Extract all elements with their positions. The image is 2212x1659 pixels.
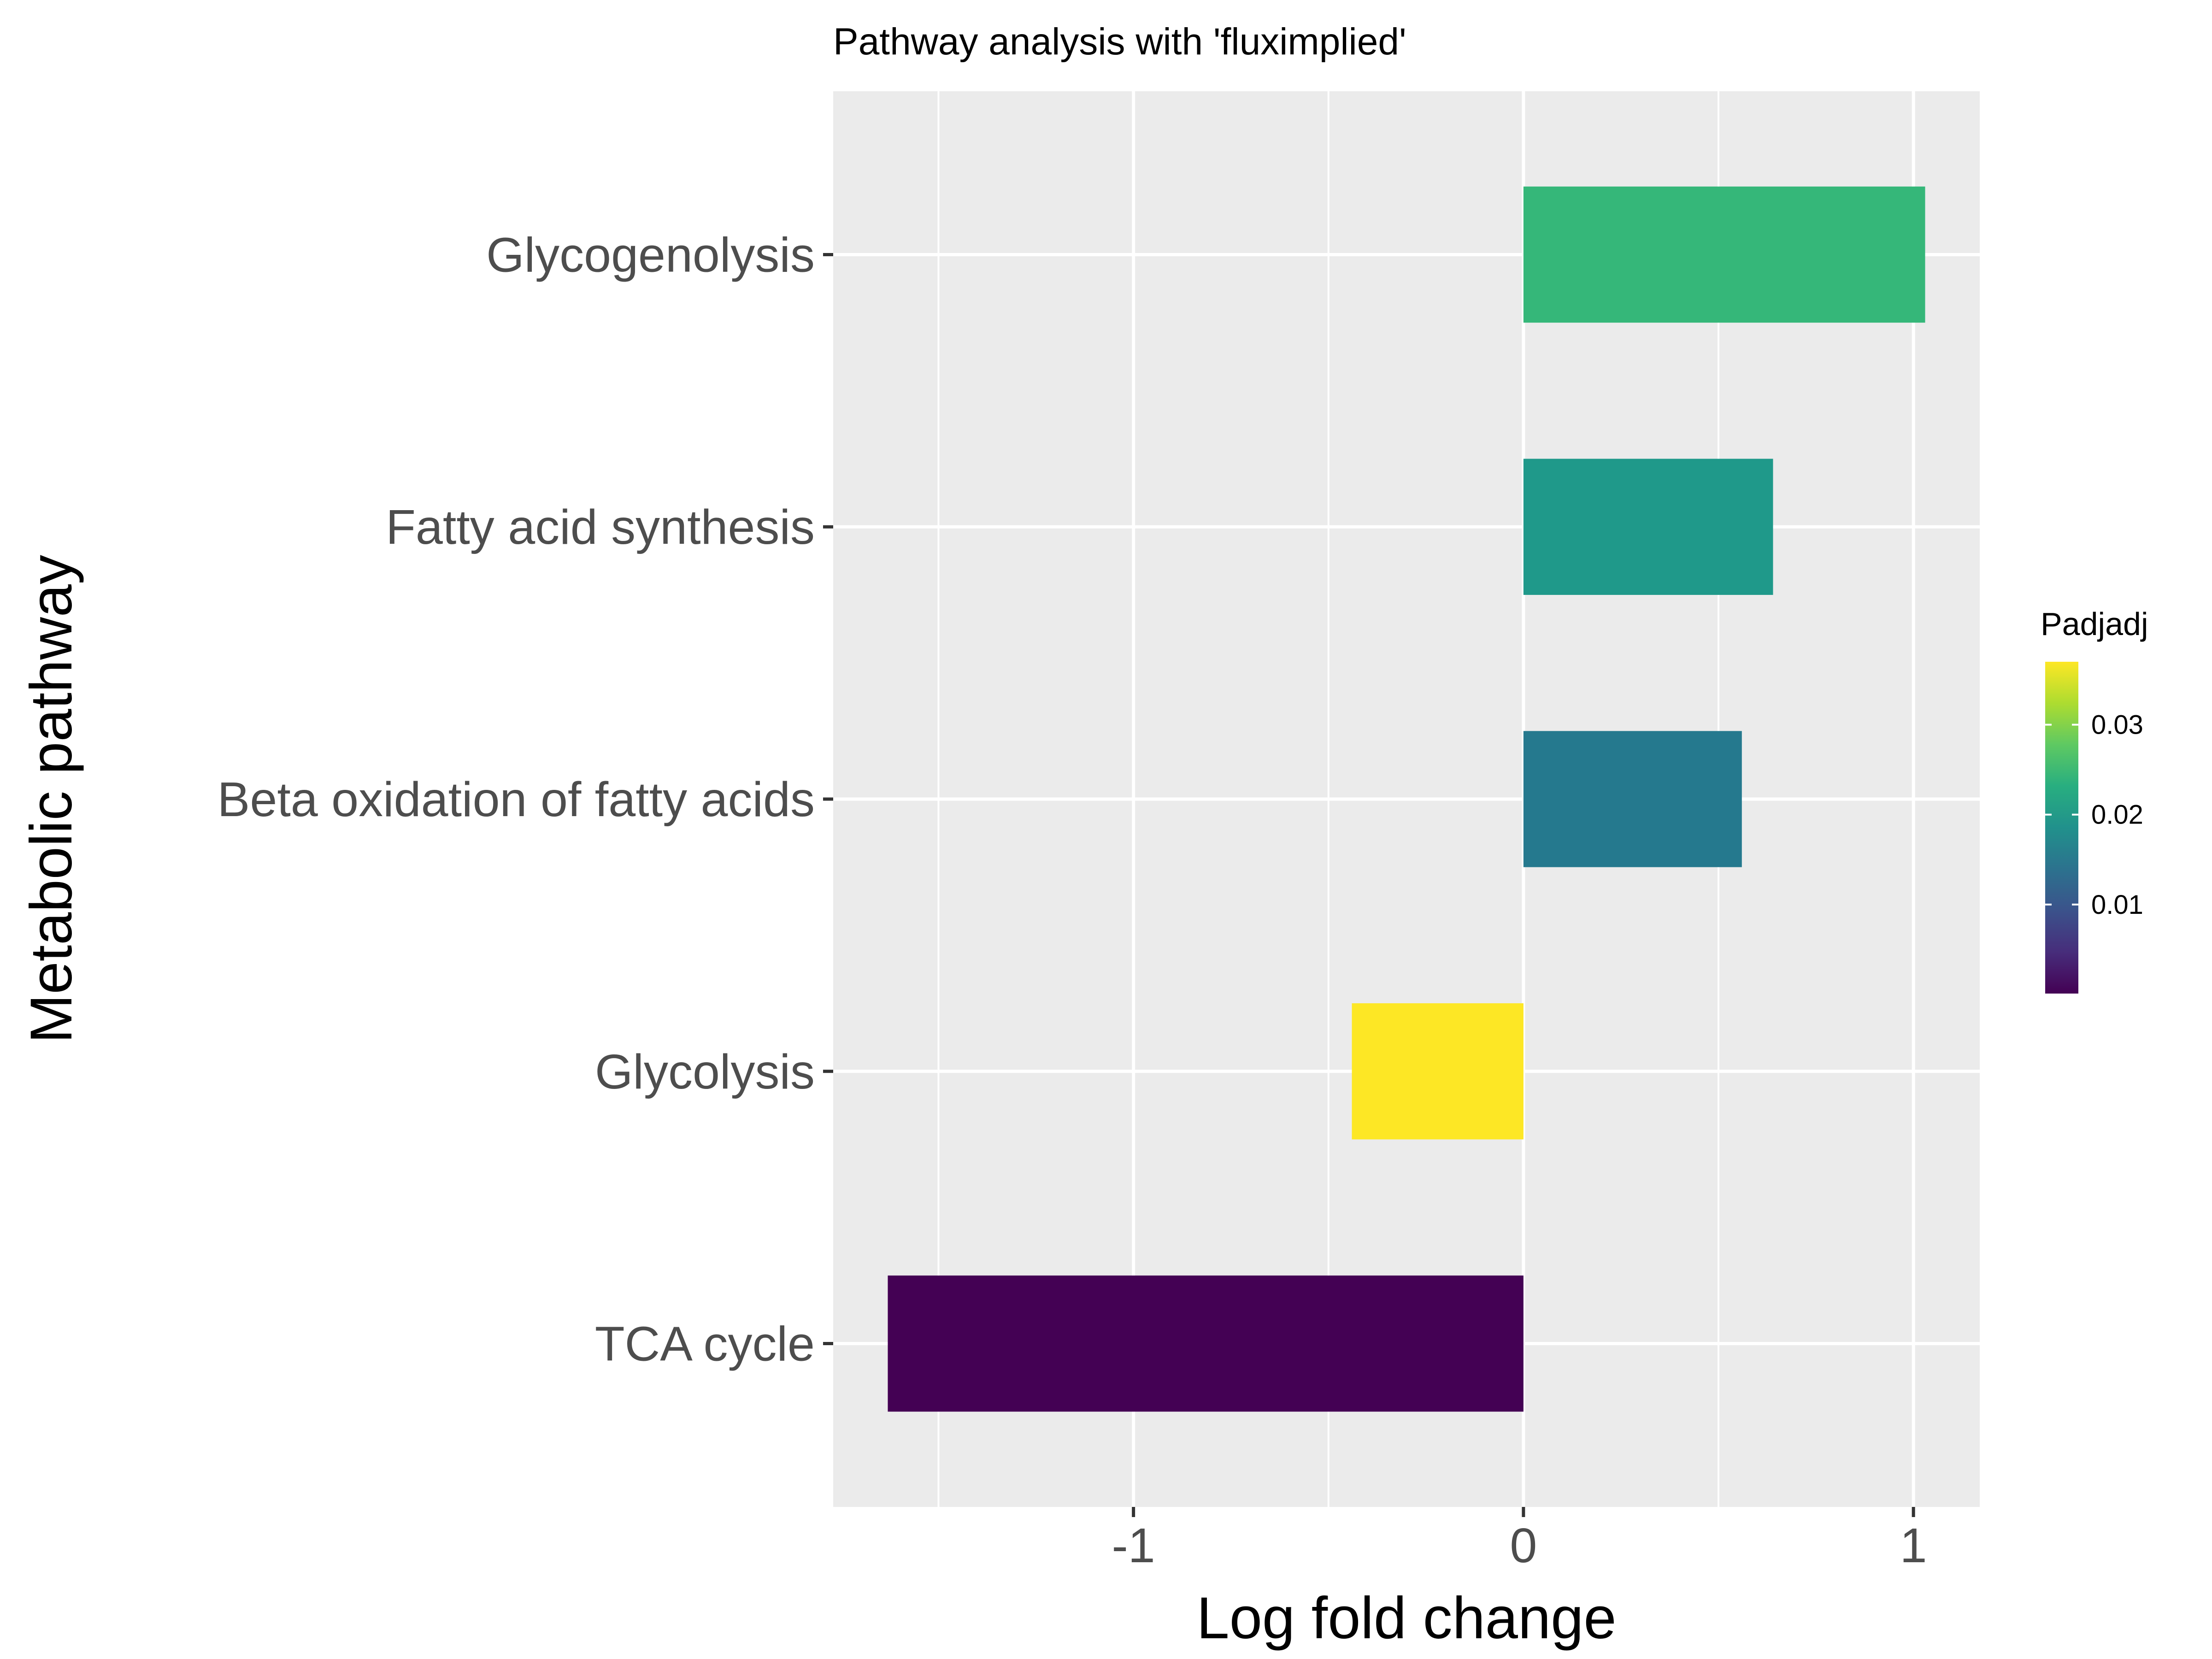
- legend-tick-label: 0.03: [2091, 710, 2143, 740]
- y-tick-label: Glycolysis: [595, 1045, 815, 1099]
- legend-ticks: 0.01 0.02 0.03: [2045, 710, 2143, 920]
- x-axis-title: Log fold change: [1197, 1585, 1617, 1651]
- legend-colorbar: [2045, 662, 2078, 994]
- y-tick-label: Fatty acid synthesis: [386, 500, 815, 554]
- x-axis-ticks: -1 0 1: [1112, 1507, 1927, 1573]
- bar-beta-oxidation-of-fatty-acids: [1523, 731, 1742, 867]
- y-axis-title: Metabolic pathway: [18, 555, 84, 1043]
- chart-title: Pathway analysis with 'fluximplied': [833, 21, 1406, 63]
- bars: [888, 186, 1925, 1412]
- legend-tick-label: 0.02: [2091, 800, 2143, 830]
- y-tick-label: Beta oxidation of fatty acids: [218, 772, 815, 827]
- legend: Padjadj 0.01 0.02 0.03: [2041, 606, 2148, 994]
- y-tick-label: Glycogenolysis: [486, 228, 815, 282]
- y-tick-label: TCA cycle: [595, 1317, 815, 1371]
- legend-title: Padjadj: [2041, 606, 2148, 642]
- legend-tick-label: 0.01: [2091, 890, 2143, 920]
- bar-glycogenolysis: [1523, 186, 1925, 323]
- bar-fatty-acid-synthesis: [1523, 459, 1773, 595]
- x-tick-label: -1: [1112, 1518, 1155, 1573]
- y-axis-ticks: Glycogenolysis Fatty acid synthesis Beta o…: [218, 228, 833, 1371]
- bar-glycolysis: [1352, 1003, 1524, 1140]
- bar-tca-cycle: [888, 1275, 1524, 1412]
- x-tick-label: 1: [1900, 1518, 1927, 1573]
- x-tick-label: 0: [1510, 1518, 1537, 1573]
